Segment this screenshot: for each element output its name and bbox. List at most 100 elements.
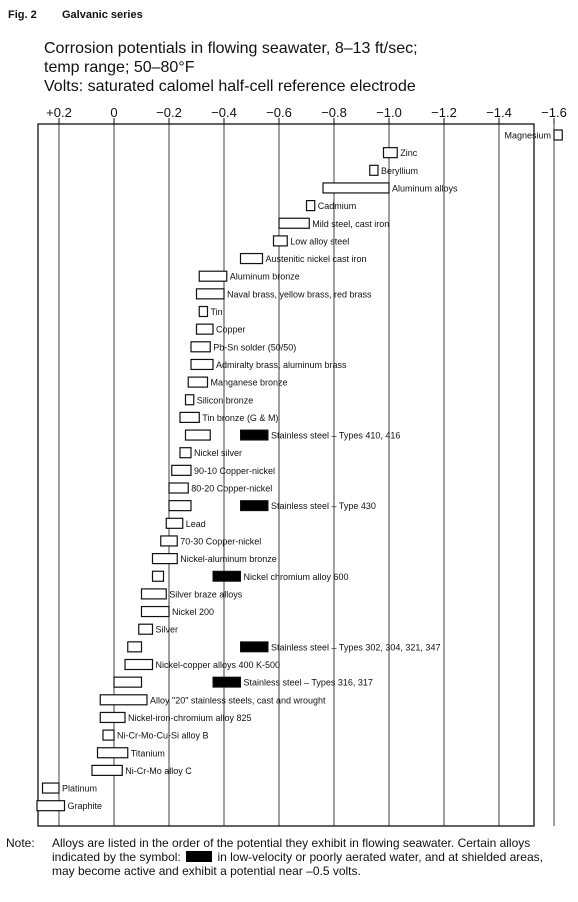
- passive-range-bar: [239, 252, 264, 265]
- passive-range-bar: [91, 764, 123, 777]
- passive-range-bar: [179, 447, 192, 459]
- alloy-label: Cadmium: [318, 201, 357, 211]
- passive-range-bar: [184, 429, 211, 441]
- figure-title: Galvanic series: [62, 9, 143, 21]
- chart-subtitle-line-2: temp range; 50–80°F: [44, 59, 195, 76]
- alloy-label: Admiralty brass, aluminum brass: [216, 360, 347, 370]
- passive-range-bar: [160, 535, 178, 547]
- passive-range-bar: [369, 164, 379, 176]
- alloy-label: Manganese bronze: [211, 378, 288, 388]
- passive-range-bar: [127, 641, 143, 653]
- passive-range-bar: [99, 694, 148, 706]
- active-range-bar: [240, 429, 269, 441]
- alloy-label: Alloy "20" stainless steels, cast and wr…: [150, 695, 326, 705]
- alloy-label: Austenitic nickel cast iron: [266, 254, 367, 264]
- alloy-label: Magnesium: [504, 131, 551, 141]
- passive-range-bar: [553, 129, 563, 141]
- alloy-label: Nickel-iron-chromium alloy 825: [128, 713, 252, 723]
- tick-label: −0.4: [211, 105, 237, 120]
- alloy-label: Silver braze alloys: [169, 589, 243, 599]
- passive-range-bar: [195, 323, 214, 335]
- tick-label: −0.2: [156, 105, 182, 120]
- passive-range-bar: [102, 729, 115, 741]
- passive-range-bar: [179, 411, 200, 423]
- alloy-label: Stainless steel – Types 316, 317: [244, 678, 373, 688]
- note-text-part-1: Alloys are listed in the order of the po…: [52, 836, 531, 864]
- passive-range-bar: [113, 676, 143, 688]
- active-range-bar: [212, 676, 241, 688]
- alloy-label: Aluminum alloys: [392, 183, 458, 193]
- alloy-label: Aluminum bronze: [230, 272, 300, 282]
- alloy-label: Zinc: [400, 148, 418, 158]
- passive-range-bar: [41, 782, 60, 794]
- plot-frame: [37, 123, 535, 827]
- passive-range-bar: [322, 182, 390, 194]
- passive-range-bar: [124, 658, 154, 671]
- alloy-label: Beryllium: [381, 166, 418, 176]
- galvanic-series-chart: +0.2 0 −0.2 −0.4 −0.6 −0.8 −1.0 −1.2 −1.4 −1.6 Mag…: [36, 105, 567, 827]
- active-range-bar: [240, 500, 269, 512]
- passive-range-bar: [96, 747, 129, 759]
- tick-label: +0.2: [46, 105, 72, 120]
- alloy-label: Ni-Cr-Mo-Cu-Si alloy B: [117, 731, 209, 741]
- alloy-label: Stainless steel – Types 410, 416: [271, 431, 400, 441]
- passive-range-bar: [171, 464, 192, 476]
- passive-range-bar: [36, 800, 66, 812]
- alloy-label: Ni-Cr-Mo alloy C: [125, 766, 192, 776]
- alloy-label: Silver: [156, 625, 179, 635]
- passive-range-bar: [168, 482, 189, 494]
- note-body: Alloys are listed in the order of the po…: [52, 836, 552, 878]
- note-text-part-2: in low-velocity or poorly aerated water,…: [52, 850, 543, 878]
- passive-range-bar: [190, 358, 214, 371]
- alloy-label: Tin: [211, 307, 223, 317]
- passive-range-bar: [198, 270, 228, 282]
- alloy-label: 80-20 Copper-nickel: [191, 484, 272, 494]
- tick-label: −0.8: [321, 105, 347, 120]
- alloy-label: Silicon bronze: [197, 395, 254, 405]
- active-range-bar: [212, 570, 241, 582]
- tick-label: −1.4: [486, 105, 512, 120]
- passive-range-bar: [278, 217, 310, 229]
- tick-label: −0.6: [266, 105, 292, 120]
- alloy-label: Nickel silver: [194, 448, 242, 458]
- passive-range-bar: [151, 570, 165, 582]
- alloy-label: Lead: [186, 519, 206, 529]
- passive-range-bar: [187, 376, 209, 388]
- alloy-label: Stainless steel – Type 430: [271, 501, 376, 511]
- chart-subtitle-line-3: Volts: saturated calomel half-cell refer…: [44, 78, 416, 95]
- passive-range-bar: [382, 147, 398, 159]
- passive-range-bar: [168, 500, 192, 512]
- alloy-label: Nickel chromium alloy 600: [244, 572, 349, 582]
- alloy-label: Platinum: [62, 784, 97, 794]
- alloy-label: Nickel 200: [172, 607, 214, 617]
- alloy-label: Nickel-aluminum bronze: [180, 554, 277, 564]
- alloy-label: Tin bronze (G & M): [202, 413, 278, 423]
- passive-range-bar: [99, 711, 126, 724]
- chart-subtitle-line-1: Corrosion potentials in flowing seawater…: [44, 40, 418, 57]
- alloy-label: Low alloy steel: [290, 236, 349, 246]
- tick-label: −1.2: [431, 105, 457, 120]
- passive-range-bar: [190, 341, 211, 353]
- alloy-label: 90-10 Copper-nickel: [194, 466, 275, 476]
- active-range-bar: [240, 641, 269, 653]
- passive-range-bar: [198, 305, 209, 318]
- passive-range-bar: [138, 623, 154, 635]
- alloy-label: Naval brass, yellow brass, red brass: [227, 289, 372, 299]
- note-label: Note:: [6, 836, 35, 850]
- alloy-label: Nickel-copper alloys 400 K-500: [156, 660, 281, 670]
- alloy-label: 70-30 Copper-nickel: [180, 536, 261, 546]
- tick-label: −1.6: [541, 105, 567, 120]
- passive-range-bar: [165, 517, 184, 529]
- passive-range-bar: [272, 235, 288, 247]
- passive-range-bar: [184, 394, 195, 406]
- passive-range-bar: [140, 588, 167, 600]
- tick-label: −1.0: [376, 105, 402, 120]
- passive-range-bar: [151, 552, 178, 565]
- alloy-label: Graphite: [68, 801, 103, 811]
- passive-range-bar: [305, 200, 316, 212]
- passive-range-bar: [140, 605, 170, 618]
- alloy-label: Titanium: [131, 748, 165, 758]
- alloy-label: Pb-Sn solder (50/50): [213, 342, 296, 352]
- alloy-label: Copper: [216, 325, 246, 335]
- passive-range-bar: [195, 288, 225, 300]
